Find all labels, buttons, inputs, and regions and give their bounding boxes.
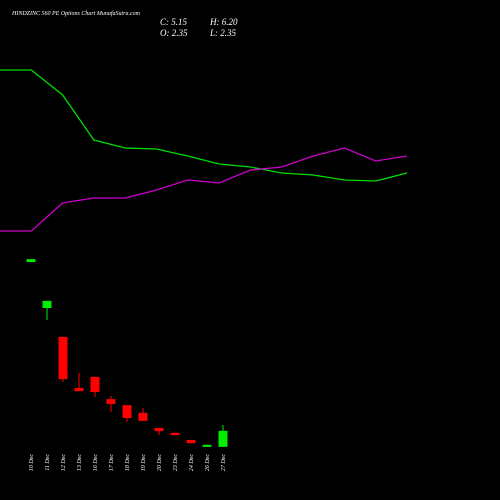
x-tick-label: 24 Dec	[188, 454, 195, 471]
x-tick-label: 26 Dec	[205, 454, 211, 471]
indicator-line	[0, 147, 408, 232]
candle-body	[218, 430, 228, 447]
candle-body	[186, 440, 196, 444]
indicator-line	[0, 69, 408, 182]
high-label: H: 6.20	[209, 17, 238, 27]
candle-body	[90, 376, 100, 392]
open-label: O: 2.35	[160, 28, 188, 38]
x-tick-label: 20 Dec	[157, 454, 163, 471]
candle-body	[122, 405, 132, 418]
candle-body	[74, 388, 84, 392]
x-tick-label: 16 Dec	[93, 454, 99, 471]
close-label: C: 5.15	[160, 17, 188, 27]
x-tick-label: 18 Dec	[125, 454, 131, 471]
candle-body	[58, 336, 68, 380]
x-tick-label: 27 Dec	[221, 454, 227, 471]
x-tick-label: 23 Dec	[173, 454, 179, 471]
x-tick-label: 17 Dec	[109, 454, 115, 471]
candle-body	[26, 259, 36, 262]
candle-body	[170, 432, 180, 436]
candle-body	[106, 399, 116, 404]
candle-body	[42, 300, 52, 308]
x-tick-label: 10 Dec	[29, 454, 35, 471]
candle-body	[154, 428, 164, 432]
x-tick-label: 11 Dec	[45, 454, 51, 471]
candle-body	[202, 444, 212, 447]
x-tick-label: 19 Dec	[141, 454, 147, 471]
low-label: L: 2.35	[209, 28, 237, 38]
candle-body	[138, 412, 148, 421]
chart-title: HINDZINC 560 PE Options Chart MunafaSutr…	[11, 10, 141, 17]
x-tick-label: 12 Dec	[61, 454, 67, 471]
x-tick-label: 13 Dec	[77, 454, 83, 471]
